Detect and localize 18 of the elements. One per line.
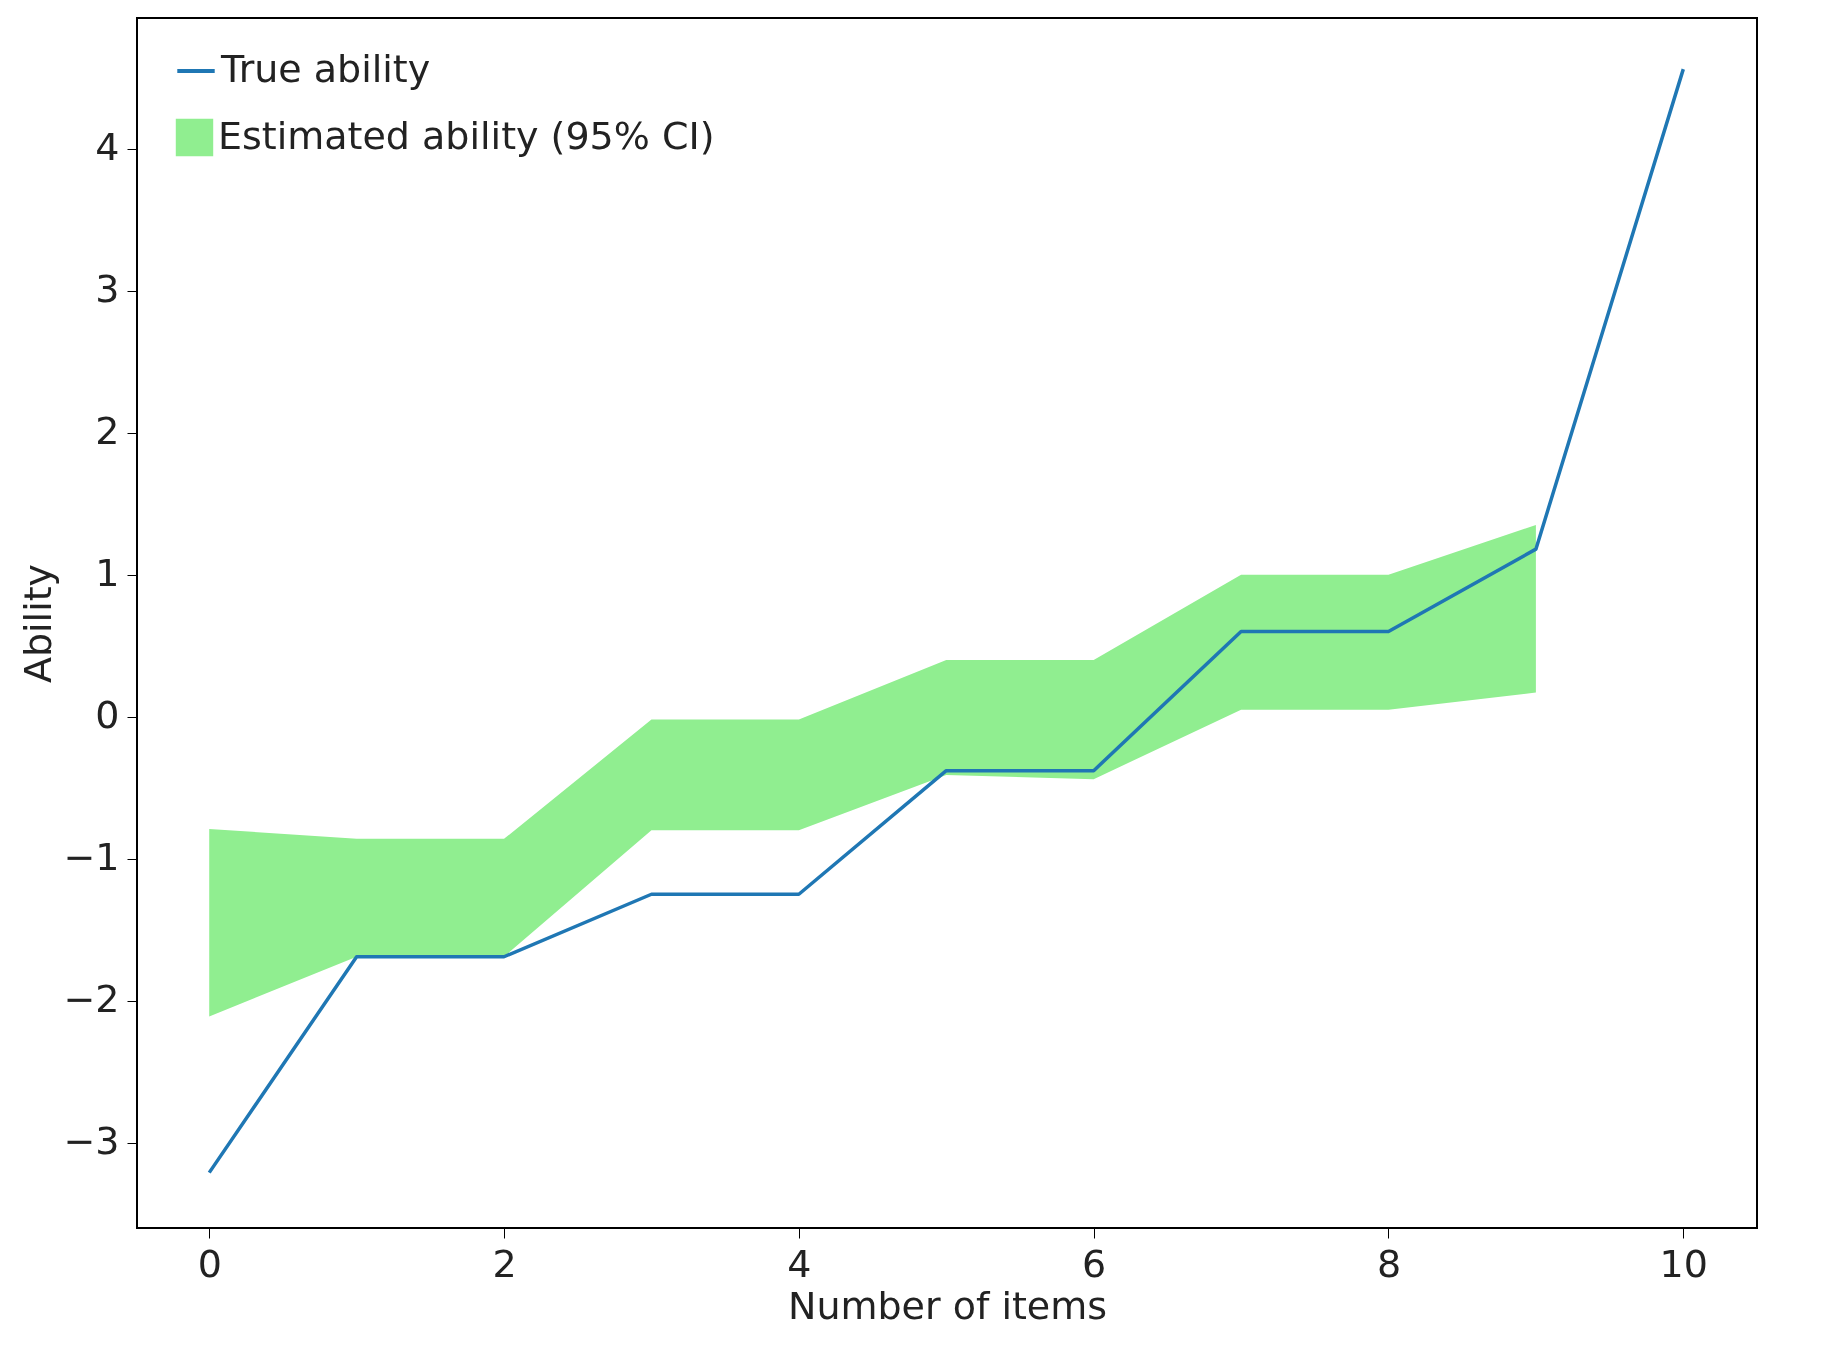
- y-tick-label: 2: [95, 409, 120, 454]
- legend-label: Estimated ability (95% CI): [218, 113, 715, 158]
- x-tick-label: 10: [1659, 1241, 1708, 1286]
- y-tick-label: 3: [95, 267, 120, 312]
- x-tick-label: 8: [1376, 1241, 1402, 1286]
- x-tick-label: 2: [492, 1241, 517, 1286]
- y-axis-title: Ability: [16, 563, 61, 684]
- x-tick-label: 6: [1082, 1241, 1107, 1286]
- y-tick-label: −3: [63, 1119, 120, 1164]
- y-tick-label: 4: [95, 125, 120, 170]
- y-tick-label: −2: [63, 977, 120, 1022]
- y-tick-label: 1: [95, 551, 120, 596]
- y-tick-label: 0: [95, 693, 120, 738]
- x-tick-label: 0: [197, 1241, 222, 1286]
- x-axis-title: Number of items: [787, 1283, 1108, 1328]
- y-tick-label: −1: [63, 835, 120, 880]
- legend-label: True ability: [220, 47, 431, 91]
- x-tick-label: 4: [787, 1241, 812, 1286]
